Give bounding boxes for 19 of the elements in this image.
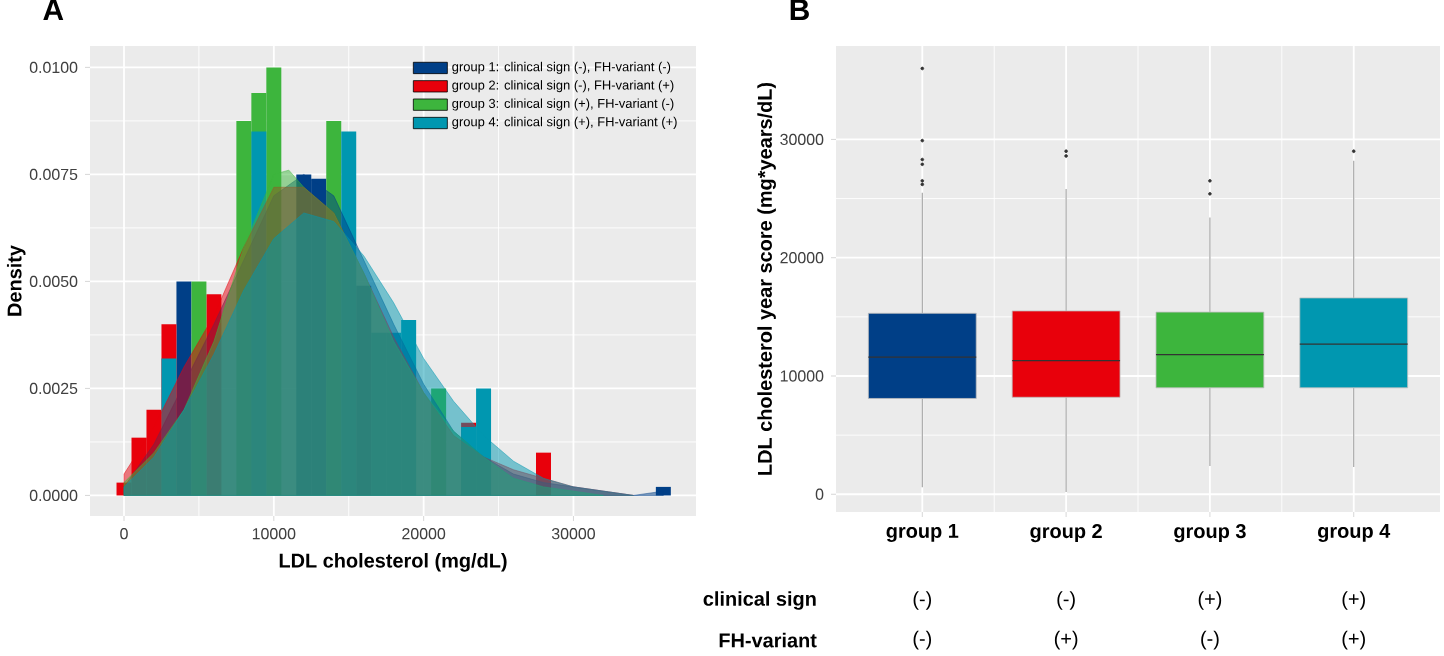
- x-tick-label: group 2: [1030, 524, 1102, 543]
- chart-title: B: [790, 0, 809, 21]
- text: FH-variant: [719, 632, 817, 648]
- chart-title: A: [43, 0, 64, 20]
- text: (-): [1057, 591, 1075, 610]
- x-tick-label: group 4: [1318, 524, 1391, 542]
- x-tick-label: group 1: [886, 524, 959, 542]
- x-tick-label: group 3: [1174, 524, 1246, 543]
- text: (-): [913, 591, 932, 610]
- text: (+): [1054, 630, 1078, 650]
- text: (-): [1201, 630, 1219, 650]
- y-axis-title: LDL cholesterol year score (mg*years/dL): [757, 82, 776, 475]
- y-axis-title: Density: [6, 245, 26, 316]
- text: (+): [1198, 591, 1222, 610]
- text: (-): [913, 630, 932, 650]
- text: (+): [1342, 591, 1365, 610]
- text: clinical sign: [703, 591, 816, 610]
- text: (+): [1342, 630, 1365, 650]
- x-axis-title: LDL cholesterol (mg/dL): [279, 553, 507, 572]
